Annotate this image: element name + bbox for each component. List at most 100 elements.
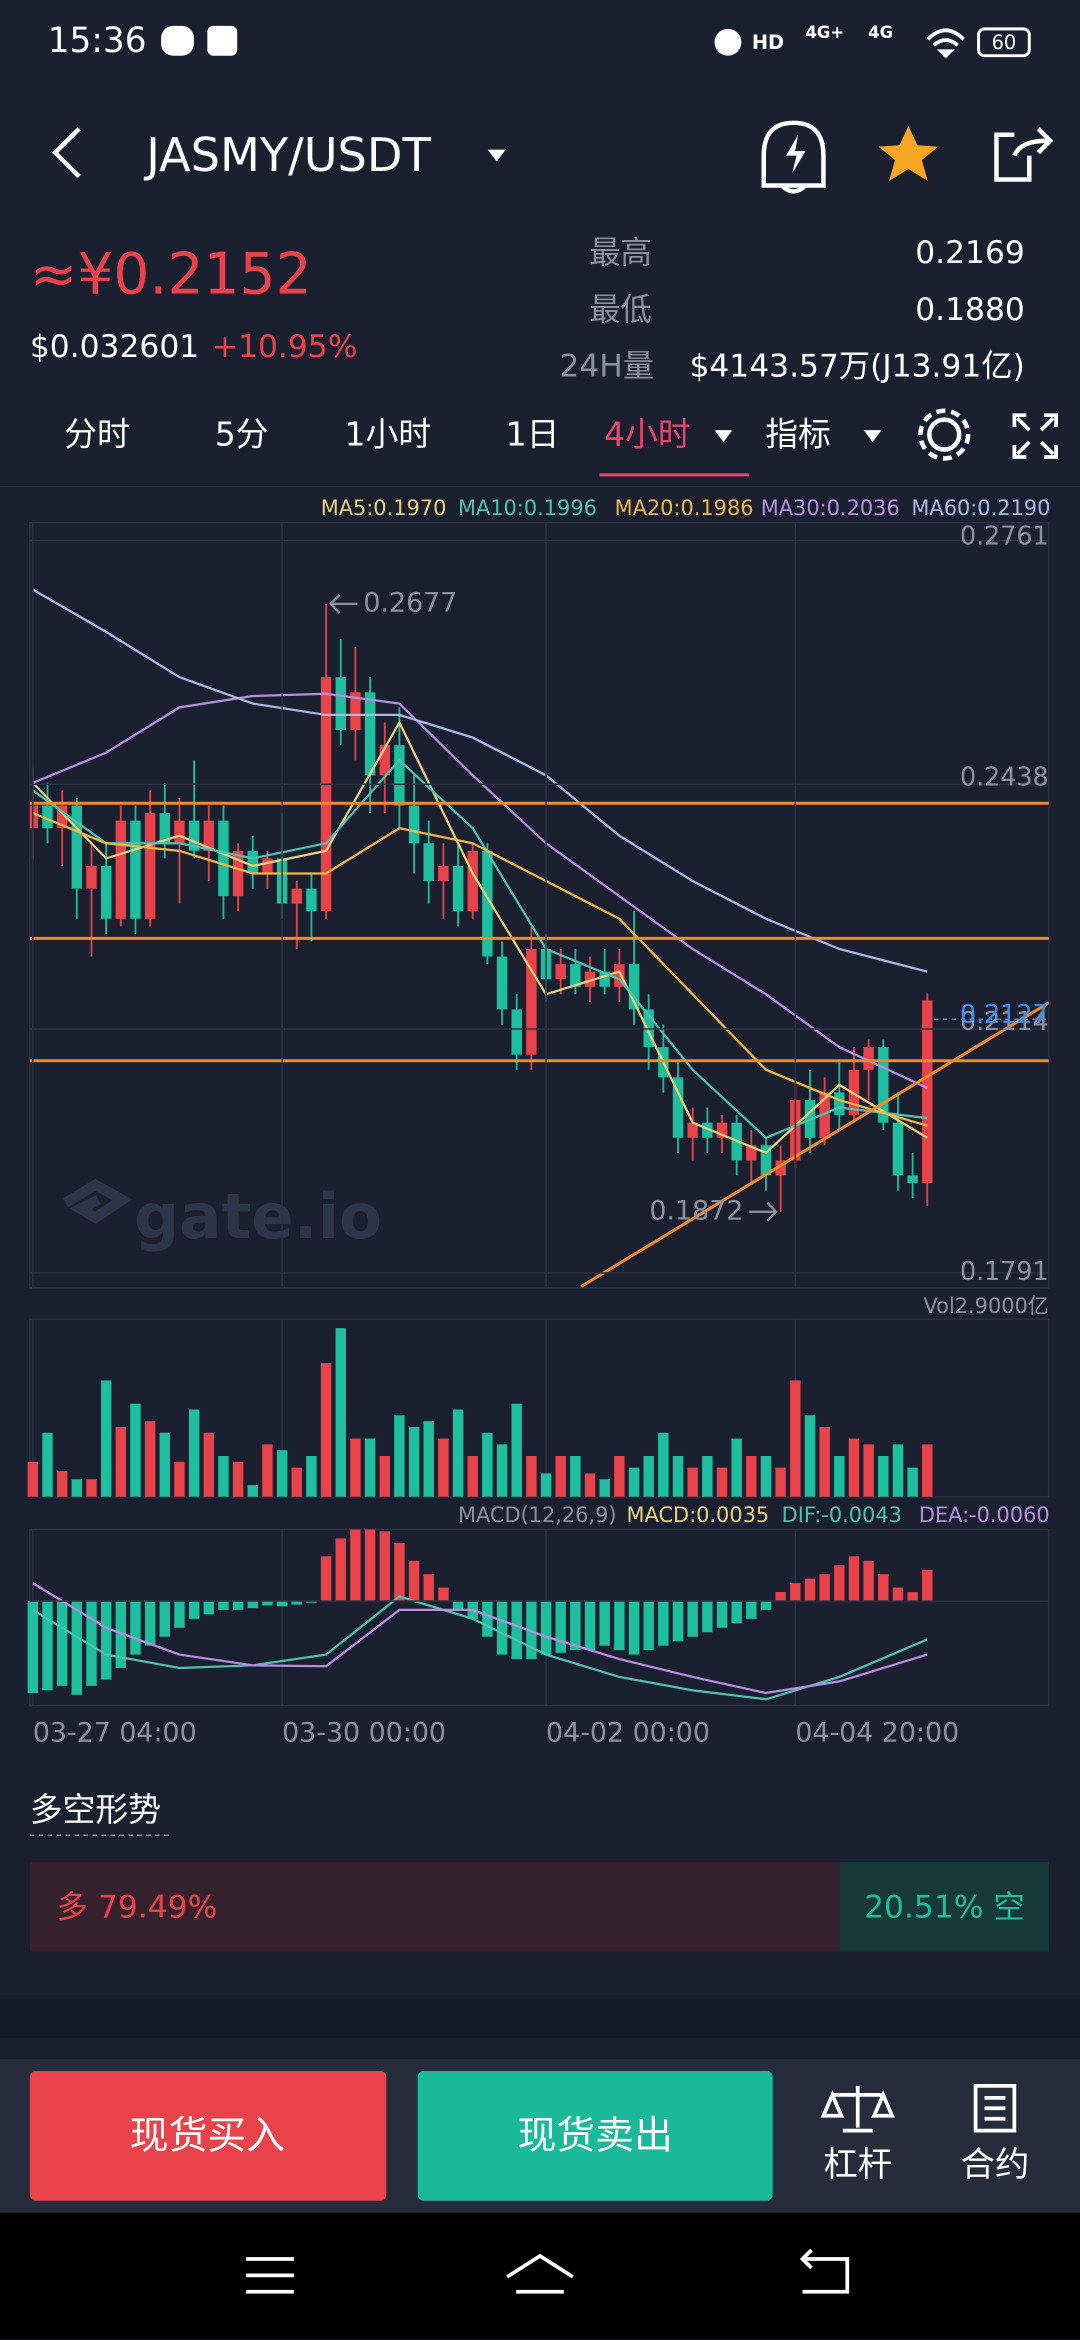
favorite-button[interactable] [878, 125, 939, 181]
macd-bar [540, 1600, 552, 1655]
status-hd: HD [752, 31, 784, 54]
last-price-label: 0.2127 [960, 999, 1049, 1029]
margin-label[interactable]: 杠杆 [823, 2145, 892, 2185]
macd-bar [203, 1600, 215, 1615]
macd-label: MACD(12,26,9) [458, 1503, 617, 1527]
tab[interactable]: 5分 [215, 416, 269, 454]
futures-icon[interactable] [973, 2084, 1017, 2133]
alarm-icon [714, 28, 742, 56]
nav-menu[interactable] [246, 2257, 294, 2294]
tab[interactable]: 1小时 [345, 416, 431, 454]
sell-button[interactable] [417, 2070, 773, 2201]
macd-bar [834, 1565, 845, 1601]
ma-line [32, 812, 928, 1127]
nav-home[interactable] [506, 2253, 574, 2294]
volume-bar [570, 1455, 581, 1497]
macd-label: DIF:-0.0043 [782, 1503, 902, 1527]
candle-body [144, 813, 156, 919]
volume-label: Vol2.9000亿 [924, 1294, 1049, 1318]
margin-icon[interactable] [820, 2085, 895, 2133]
buy-label: 现货买入 [130, 2114, 285, 2159]
tab[interactable]: 1日 [506, 416, 560, 454]
candle-body [29, 805, 39, 829]
macd-bar [746, 1600, 757, 1619]
stat-label: 最高 [589, 235, 652, 271]
sentiment-bar: 多 79.49% 20.51% 空 [29, 1862, 1049, 1952]
futures-label[interactable]: 合约 [961, 2145, 1030, 2185]
volume-bar [716, 1467, 728, 1497]
macd-bar [452, 1600, 464, 1610]
macd-bar [496, 1600, 508, 1655]
pair-title[interactable]: JASMY/USDT [143, 128, 431, 182]
tab-dropdown[interactable] [714, 430, 733, 443]
volume-bar [379, 1455, 390, 1497]
candle-body [71, 805, 83, 889]
candle-body [834, 1092, 845, 1116]
candle-body [628, 964, 640, 1010]
volume-bar [878, 1455, 889, 1497]
candle-body [570, 964, 581, 987]
pair-dropdown[interactable] [487, 149, 506, 162]
macd-bar [643, 1600, 654, 1651]
back-button[interactable] [52, 127, 81, 179]
fullscreen-button[interactable] [1012, 413, 1058, 459]
volume-bar [555, 1455, 566, 1497]
battery-level: 60 [992, 31, 1017, 54]
alert-button[interactable] [761, 120, 826, 194]
ma-legend: MA30:0.2036 [761, 496, 900, 520]
volume-bar [159, 1432, 171, 1497]
macd-bar [584, 1600, 596, 1651]
volume-bar [452, 1409, 464, 1497]
volume-bar [658, 1432, 669, 1497]
volume-bar [584, 1473, 596, 1497]
volume-bar [115, 1426, 127, 1497]
macd-bar [922, 1569, 933, 1601]
candle-body [863, 1047, 874, 1070]
macd-bar [100, 1600, 112, 1680]
volume-bar [907, 1467, 918, 1497]
price-plot [29, 588, 1049, 1288]
tab[interactable]: 指标 [765, 416, 831, 454]
chart: gate.io 0.2761 0.2438 0.2114 0.1791 03-27 04… [27, 496, 1050, 1748]
stat-value: 0.1880 [915, 292, 1025, 328]
volume-bar [174, 1461, 185, 1497]
volume-bar [511, 1403, 522, 1497]
tab[interactable]: 4小时 [604, 416, 690, 454]
share-button[interactable] [994, 127, 1054, 182]
candle-body [555, 964, 566, 980]
candle-body [511, 1009, 522, 1055]
candle-body [716, 1122, 728, 1138]
short-label: 20.51% 空 [864, 1889, 1025, 1925]
settings-button[interactable] [927, 417, 962, 452]
candle-body [760, 1145, 772, 1176]
macd-bar [71, 1600, 83, 1695]
nav-back[interactable] [799, 2248, 850, 2294]
volume-bar [496, 1444, 508, 1497]
volume-bar [100, 1380, 112, 1497]
volume-bar [672, 1455, 684, 1497]
macd-bar [188, 1600, 200, 1619]
candle-body [599, 971, 610, 987]
tab-dropdown[interactable] [863, 430, 882, 443]
volume-bar [130, 1403, 141, 1497]
timeframe-tabs: 分时 5分 1小时 1日 4小时 指标 [64, 416, 831, 477]
volume-bar [247, 1485, 258, 1497]
buy-button[interactable] [29, 2070, 387, 2201]
candle-body [892, 1122, 904, 1176]
candle-body [878, 1047, 889, 1123]
candle-body [394, 745, 405, 806]
volume-bar [526, 1455, 537, 1497]
tab[interactable]: 分时 [64, 416, 130, 454]
volume-bar [306, 1455, 317, 1497]
macd-bar [144, 1600, 156, 1646]
volume-bar [438, 1438, 449, 1497]
stat-label: 最低 [589, 292, 652, 328]
candle-body [350, 692, 361, 731]
volume-bar [599, 1479, 610, 1497]
high-marker: 0.2677 [363, 587, 457, 618]
volume-bar [702, 1455, 713, 1497]
candle-body [379, 745, 390, 776]
wifi-icon [926, 28, 965, 59]
